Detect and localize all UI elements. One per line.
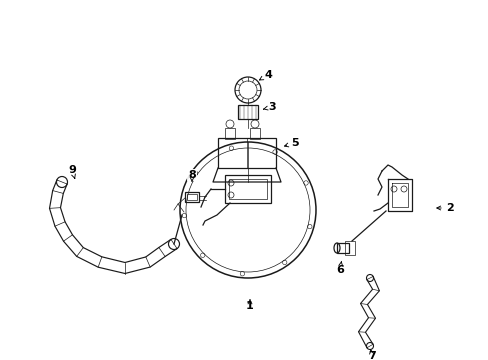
Bar: [224, 128, 235, 139]
Text: 2: 2: [445, 203, 453, 213]
Bar: [336, 243, 348, 253]
Bar: [345, 241, 354, 255]
Text: 4: 4: [264, 70, 271, 80]
Bar: [186, 194, 197, 200]
Bar: [184, 192, 199, 202]
Text: 3: 3: [267, 102, 275, 112]
Text: 9: 9: [68, 165, 76, 175]
Bar: [228, 179, 266, 199]
Text: 6: 6: [335, 265, 343, 275]
Text: 8: 8: [188, 170, 196, 180]
Text: 1: 1: [245, 301, 253, 311]
Bar: [238, 105, 258, 119]
Bar: [249, 128, 260, 139]
Text: 5: 5: [290, 138, 298, 148]
Text: 7: 7: [367, 351, 375, 360]
Bar: [218, 138, 275, 168]
